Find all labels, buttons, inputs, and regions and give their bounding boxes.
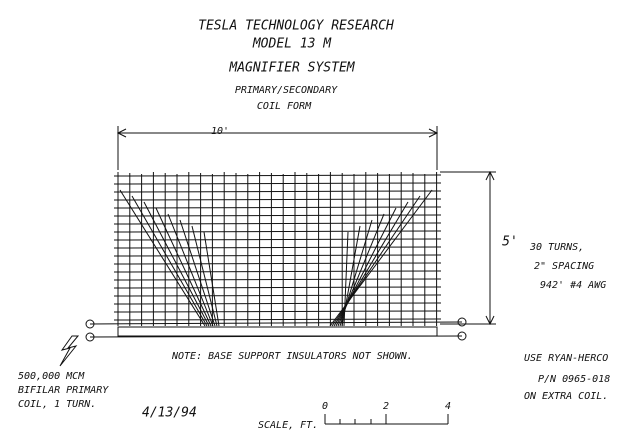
winding-note: 30 TURNS, [529,242,584,253]
winding-note: 942' #4 AWG [540,280,606,291]
turn [113,238,442,241]
brace [343,231,349,327]
title-line: COIL FORM [257,101,312,112]
turn [113,270,442,273]
turn [113,190,442,193]
turn [113,174,442,177]
turn [113,206,442,209]
turn [113,182,442,185]
primary-note: BIFILAR PRIMARY [18,385,109,396]
title-line: MODEL 13 M [252,37,332,52]
turn [113,230,442,233]
extra-note: USE RYAN-HERCO [524,353,608,364]
turn [113,286,442,289]
extra-note: ON EXTRA COIL. [524,391,608,402]
turn [113,294,442,297]
brace [203,231,220,327]
width-label: 10' [211,126,229,137]
base-note: NOTE: BASE SUPPORT INSULATORS NOT SHOWN. [171,351,413,362]
brace [191,225,218,327]
width-dimension [116,126,439,170]
winding-note: 2" SPACING [534,261,594,272]
brace [143,201,210,327]
title-line: MAGNIFIER SYSTEM [228,61,355,76]
turn [113,254,442,257]
brace [179,219,216,327]
scale-tick-label: 0 [322,401,328,412]
brace [167,213,214,327]
date: 4/13/94 [142,406,197,421]
brace [155,207,212,327]
turn [113,262,442,265]
extra-note: P/N 0965-018 [538,374,610,385]
title-line: TESLA TECHNOLOGY RESEARCH [198,19,394,34]
turn [113,222,442,225]
turn [113,318,442,321]
coil-form [113,172,442,327]
turn [113,302,442,305]
base [59,317,467,367]
title-line: PRIMARY/SECONDARY [235,85,338,96]
primary-note: 500,000 MCM [18,371,85,382]
primary-note: COIL, 1 TURN. [18,399,96,410]
scale-tick-label: 4 [445,401,451,412]
turn [113,246,442,249]
turn [113,198,442,201]
brace [131,195,208,327]
height-dimension [440,170,496,326]
scale-label: SCALE, FT. [258,420,318,431]
scale-bar [324,414,449,425]
turn [113,278,442,281]
height-label: 5' [502,235,518,250]
scale-tick-label: 2 [383,401,389,412]
brace [119,189,206,327]
turn [113,310,442,313]
